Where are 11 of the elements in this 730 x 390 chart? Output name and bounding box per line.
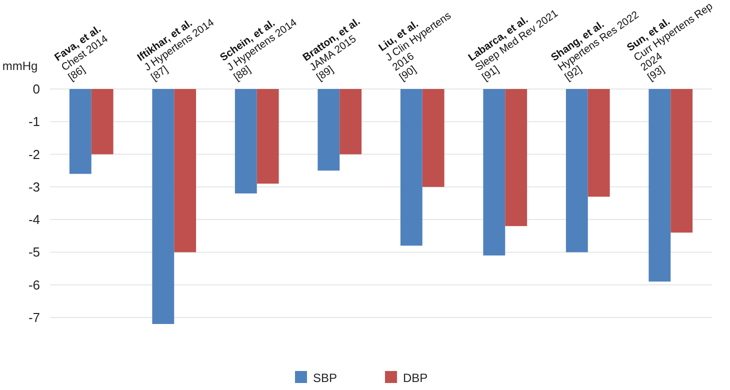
y-axis-title: mmHg [2, 59, 38, 73]
y-tick-label: -3 [28, 179, 40, 194]
legend-label: SBP [313, 371, 338, 386]
y-tick-label: 0 [32, 82, 40, 97]
y-tick-label: -2 [28, 146, 40, 162]
y-tick-label: -1 [28, 114, 40, 130]
y-tick-label: -5 [28, 244, 40, 260]
y-tick-label: -6 [28, 277, 40, 292]
y-tick-label: -4 [28, 212, 40, 228]
legend-label: DBP [403, 371, 428, 386]
y-tick-label: -7 [28, 310, 40, 326]
